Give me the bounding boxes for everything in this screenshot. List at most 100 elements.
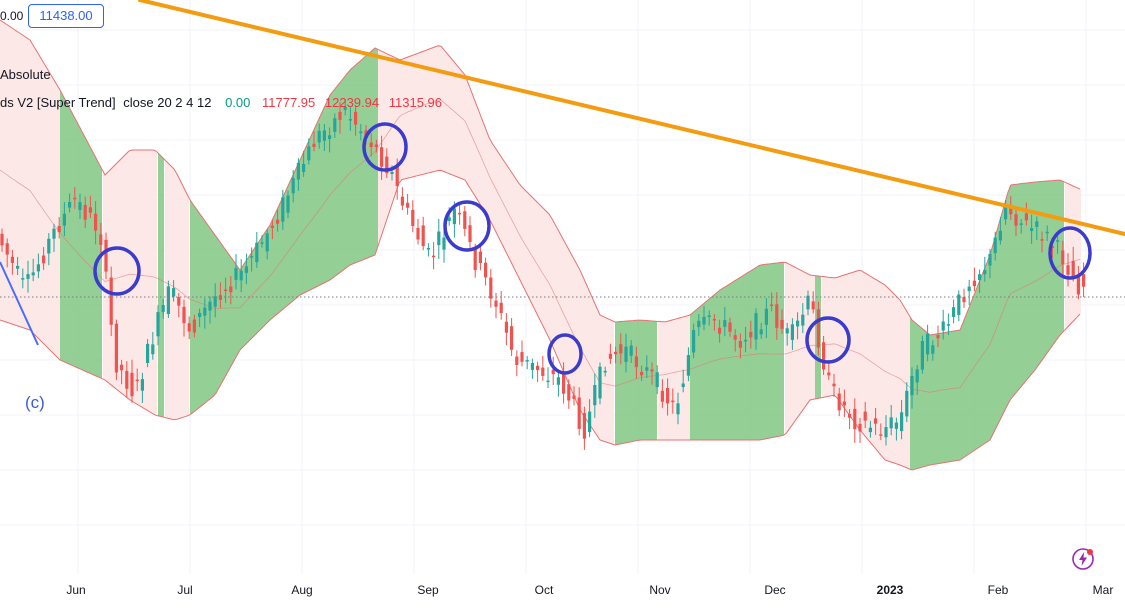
candle-down (962, 297, 966, 303)
candle-down (0, 233, 4, 246)
candle-up (957, 294, 961, 315)
candle-up (1030, 228, 1034, 231)
indicator-legend[interactable]: ds V2 [Super Trend] close 20 2 4 12 0.00… (0, 95, 442, 110)
indicator-mid-value: 12239.94 (324, 95, 380, 110)
candle-down (411, 209, 415, 226)
candle-up (988, 253, 992, 266)
candle-down (354, 111, 358, 125)
candle-down (57, 225, 61, 233)
candle-up (47, 238, 51, 254)
x-axis-tick-label: Aug (291, 583, 313, 597)
truncated-value: 0.00 (0, 9, 24, 23)
highlight-circle (362, 122, 408, 172)
candle-down (125, 370, 129, 389)
candle-down (135, 379, 139, 382)
candle-up (556, 377, 560, 385)
candle-down (1040, 239, 1044, 241)
candle-down (218, 295, 222, 300)
candle-down (421, 225, 425, 247)
candle-up (801, 314, 805, 326)
x-axis-tick-label: Jul (177, 583, 193, 597)
candle-up (868, 427, 872, 433)
candle-up (525, 360, 529, 362)
candle-up (546, 380, 550, 383)
candle-down (972, 280, 976, 287)
candle-down (853, 408, 857, 430)
candle-down (816, 309, 820, 348)
candle-up (437, 231, 441, 246)
scale-mode-label: Absolute (0, 67, 51, 82)
flash-icon[interactable] (1071, 547, 1095, 571)
time-axis[interactable] (0, 574, 1125, 604)
upper-band-line (0, 19, 1081, 336)
candle-down (276, 219, 280, 224)
candle-down (192, 319, 196, 333)
candle-down (484, 262, 488, 278)
candle-down (1009, 205, 1013, 215)
highlight-circle (443, 200, 491, 252)
candle-down (406, 202, 410, 208)
candle-up (198, 312, 202, 317)
candle-down (577, 397, 581, 429)
candle-down (416, 227, 420, 240)
candle-up (806, 295, 810, 310)
candle-down (863, 411, 867, 421)
candle-down (515, 356, 519, 365)
candle-down (879, 434, 883, 436)
candle-up (348, 119, 352, 121)
candle-up (946, 324, 950, 326)
candle-up (452, 208, 456, 225)
candle-up (359, 131, 363, 134)
candle-down (1082, 274, 1086, 287)
candle-down (120, 364, 124, 371)
highlight-circle (805, 316, 851, 364)
candle-down (1014, 214, 1018, 226)
candle-up (250, 256, 254, 258)
price-input-box[interactable]: 11438.00 (28, 4, 104, 28)
candle-up (255, 242, 259, 263)
candle-up (172, 288, 176, 297)
candle-up (244, 266, 248, 273)
candle-down (640, 371, 644, 376)
candle-down (499, 302, 503, 314)
candle-down (536, 365, 540, 371)
wave-label-c: (c) (25, 393, 45, 412)
candle-up (598, 366, 602, 399)
candle-up (931, 345, 935, 354)
candle-down (874, 418, 878, 424)
x-axis-tick-label: Feb (987, 583, 1009, 597)
bearish-band-fill (165, 160, 189, 420)
candle-up (723, 320, 727, 327)
x-axis-tick-label: Mar (1092, 583, 1114, 597)
candle-up (785, 328, 789, 334)
candle-down (1071, 260, 1075, 278)
candle-up (692, 330, 696, 353)
candle-up (426, 248, 430, 250)
candle-up (333, 118, 337, 132)
candle-down (811, 301, 815, 310)
basis-line (0, 99, 1081, 393)
candle-up (1019, 223, 1023, 225)
candle-down (582, 413, 586, 439)
candle-down (671, 400, 675, 403)
candle-down (837, 393, 841, 411)
candle-down (374, 144, 378, 147)
bearish-band-fill (822, 270, 910, 470)
candle-down (634, 356, 638, 368)
candle-up (328, 135, 332, 139)
candle-down (130, 372, 134, 397)
indicator-params: close 20 2 4 12 (123, 95, 212, 110)
candle-down (10, 256, 14, 263)
candle-down (510, 326, 514, 350)
candle-up (702, 316, 706, 325)
candle-down (182, 306, 186, 324)
candle-down (380, 147, 384, 167)
candle-up (1045, 231, 1049, 234)
candle-down (1061, 250, 1065, 265)
candle-down (562, 372, 566, 394)
candle-up (16, 265, 20, 269)
candle-down (822, 342, 826, 370)
candle-up (291, 178, 295, 194)
